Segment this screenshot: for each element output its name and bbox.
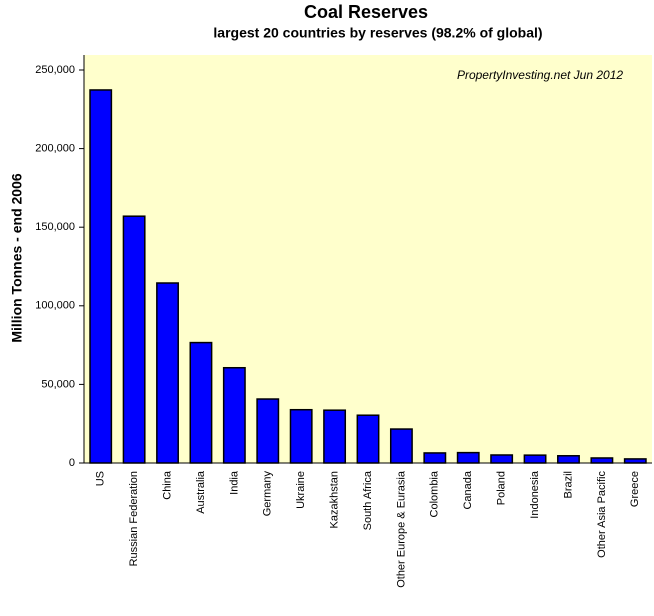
- bar: [590, 457, 614, 464]
- y-tick-label: 150,000: [35, 221, 75, 233]
- bar: [89, 89, 113, 464]
- x-tick-label: Greece: [629, 471, 641, 507]
- bar: [356, 414, 380, 464]
- bar: [490, 454, 514, 464]
- bar: [189, 341, 213, 464]
- bar: [423, 452, 447, 464]
- x-tick-label: Ukraine: [295, 471, 307, 509]
- x-tick-label: India: [228, 470, 240, 495]
- chart-title: Coal Reserves: [304, 2, 428, 22]
- x-tick-label: Canada: [462, 470, 474, 509]
- x-tick-label: Germany: [262, 471, 274, 517]
- x-tick-label: Brazil: [562, 471, 574, 499]
- x-tick-label: Indonesia: [529, 470, 541, 519]
- x-tick-label: Poland: [496, 471, 508, 505]
- x-tick-label: Australia: [195, 470, 207, 514]
- x-tick-label: Colombia: [429, 470, 441, 517]
- bar: [156, 282, 179, 464]
- bar: [389, 428, 413, 464]
- x-tick-label: Russian Federation: [128, 471, 140, 566]
- y-tick-label: 200,000: [35, 143, 75, 155]
- bar: [323, 409, 347, 464]
- x-tick-label: South Africa: [362, 470, 374, 530]
- x-tick-label: Other Asia Pacific: [596, 471, 608, 558]
- x-tick-label: China: [161, 470, 173, 500]
- bar: [623, 458, 647, 464]
- bar: [523, 454, 547, 464]
- bar: [222, 366, 246, 464]
- x-tick-label: US: [95, 471, 107, 486]
- y-axis-label: Million Tonnes - end 2006: [9, 173, 25, 343]
- bar: [557, 455, 580, 464]
- y-tick-label: 100,000: [35, 300, 75, 312]
- bar: [122, 215, 146, 464]
- bar: [256, 398, 280, 464]
- chart-subtitle: largest 20 countries by reserves (98.2% …: [213, 25, 542, 41]
- x-tick-label: Kazakhstan: [328, 471, 340, 528]
- y-tick-label: 250,000: [35, 64, 75, 76]
- annotation: PropertyInvesting.net Jun 2012: [457, 68, 623, 82]
- bar: [289, 408, 313, 464]
- y-tick-label: 50,000: [41, 378, 75, 390]
- y-tick-label: 0: [69, 457, 75, 469]
- bar: [456, 451, 480, 464]
- x-tick-label: Other Europe & Eurasia: [395, 470, 407, 588]
